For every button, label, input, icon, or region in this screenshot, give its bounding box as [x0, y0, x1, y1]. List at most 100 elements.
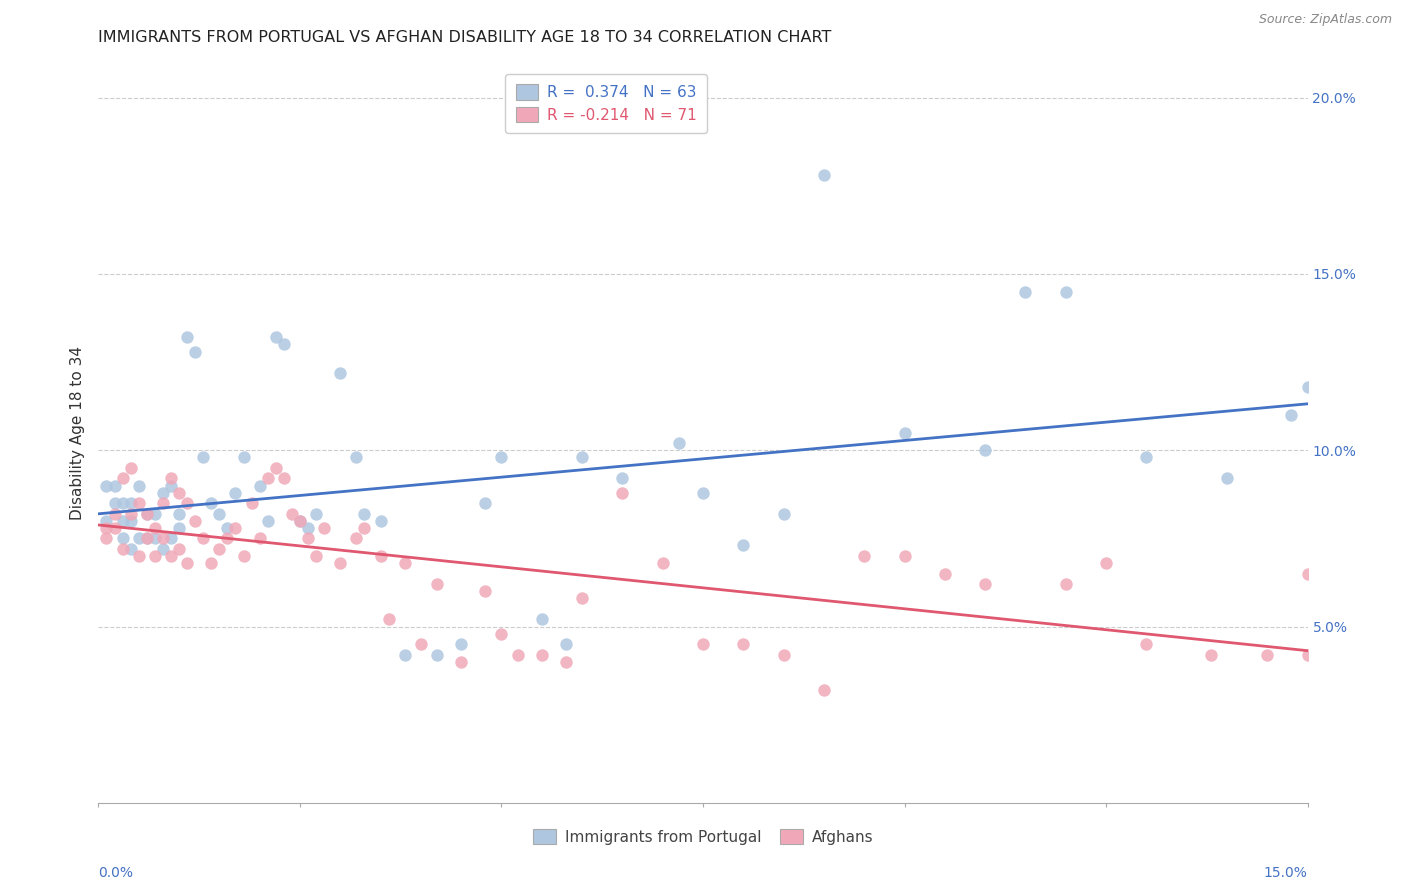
Point [200, 556, 222, 570]
Point [120, 541, 142, 556]
Point [612, 471, 634, 485]
Point [288, 514, 311, 528]
Point [167, 485, 190, 500]
Point [288, 514, 311, 528]
Point [733, 637, 755, 651]
Point [1054, 285, 1077, 299]
Point [249, 478, 271, 492]
Point [193, 450, 215, 465]
Point [506, 648, 529, 662]
Point [692, 485, 714, 500]
Point [167, 521, 190, 535]
Point [143, 521, 166, 535]
Point [772, 507, 794, 521]
Point [208, 507, 231, 521]
Point [111, 471, 134, 485]
Point [128, 478, 150, 492]
Point [1054, 577, 1077, 591]
Point [651, 556, 673, 570]
Point [184, 344, 207, 359]
Point [1296, 380, 1319, 394]
Point [314, 521, 336, 535]
Point [152, 532, 174, 546]
Point [217, 532, 239, 546]
Point [733, 538, 755, 552]
Point [176, 556, 198, 570]
Point [409, 637, 432, 651]
Point [103, 521, 125, 535]
Point [344, 532, 367, 546]
Point [344, 450, 367, 465]
Point [474, 584, 496, 599]
Point [668, 436, 690, 450]
Point [934, 566, 956, 581]
Point [224, 521, 246, 535]
Point [160, 471, 183, 485]
Point [474, 496, 496, 510]
Point [232, 549, 254, 563]
Point [692, 637, 714, 651]
Point [264, 330, 287, 344]
Point [491, 450, 513, 465]
Point [193, 532, 215, 546]
Point [530, 612, 553, 626]
Point [1281, 408, 1303, 422]
Point [772, 648, 794, 662]
Point [152, 485, 174, 500]
Point [143, 549, 166, 563]
Point [160, 478, 183, 492]
Point [232, 450, 254, 465]
Point [256, 471, 278, 485]
Point [96, 521, 118, 535]
Point [305, 507, 328, 521]
Point [555, 637, 578, 651]
Point [120, 461, 142, 475]
Point [273, 337, 295, 351]
Point [353, 521, 375, 535]
Point [297, 532, 319, 546]
Point [273, 471, 295, 485]
Point [152, 541, 174, 556]
Point [111, 514, 134, 528]
Point [160, 532, 183, 546]
Point [426, 577, 449, 591]
Point [96, 532, 118, 546]
Point [103, 507, 125, 521]
Point [974, 577, 997, 591]
Point [103, 496, 125, 510]
Point [208, 541, 231, 556]
Point [184, 514, 207, 528]
Point [240, 496, 263, 510]
Point [353, 507, 375, 521]
Point [893, 425, 915, 440]
Point [370, 514, 392, 528]
Point [491, 626, 513, 640]
Point [217, 521, 239, 535]
Point [176, 496, 198, 510]
Point [450, 655, 472, 669]
Point [128, 496, 150, 510]
Point [111, 532, 134, 546]
Point [135, 507, 157, 521]
Text: Source: ZipAtlas.com: Source: ZipAtlas.com [1258, 13, 1392, 27]
Point [297, 521, 319, 535]
Point [281, 507, 304, 521]
Point [813, 683, 835, 698]
Point [974, 443, 997, 458]
Point [224, 485, 246, 500]
Point [167, 507, 190, 521]
Point [305, 549, 328, 563]
Point [1296, 566, 1319, 581]
Point [135, 507, 157, 521]
Point [200, 496, 222, 510]
Point [1199, 648, 1222, 662]
Point [853, 549, 876, 563]
Point [120, 496, 142, 510]
Point [555, 655, 578, 669]
Point [135, 532, 157, 546]
Point [256, 514, 278, 528]
Point [329, 366, 352, 380]
Text: 15.0%: 15.0% [1264, 866, 1308, 880]
Point [143, 532, 166, 546]
Y-axis label: Disability Age 18 to 34: Disability Age 18 to 34 [69, 345, 84, 520]
